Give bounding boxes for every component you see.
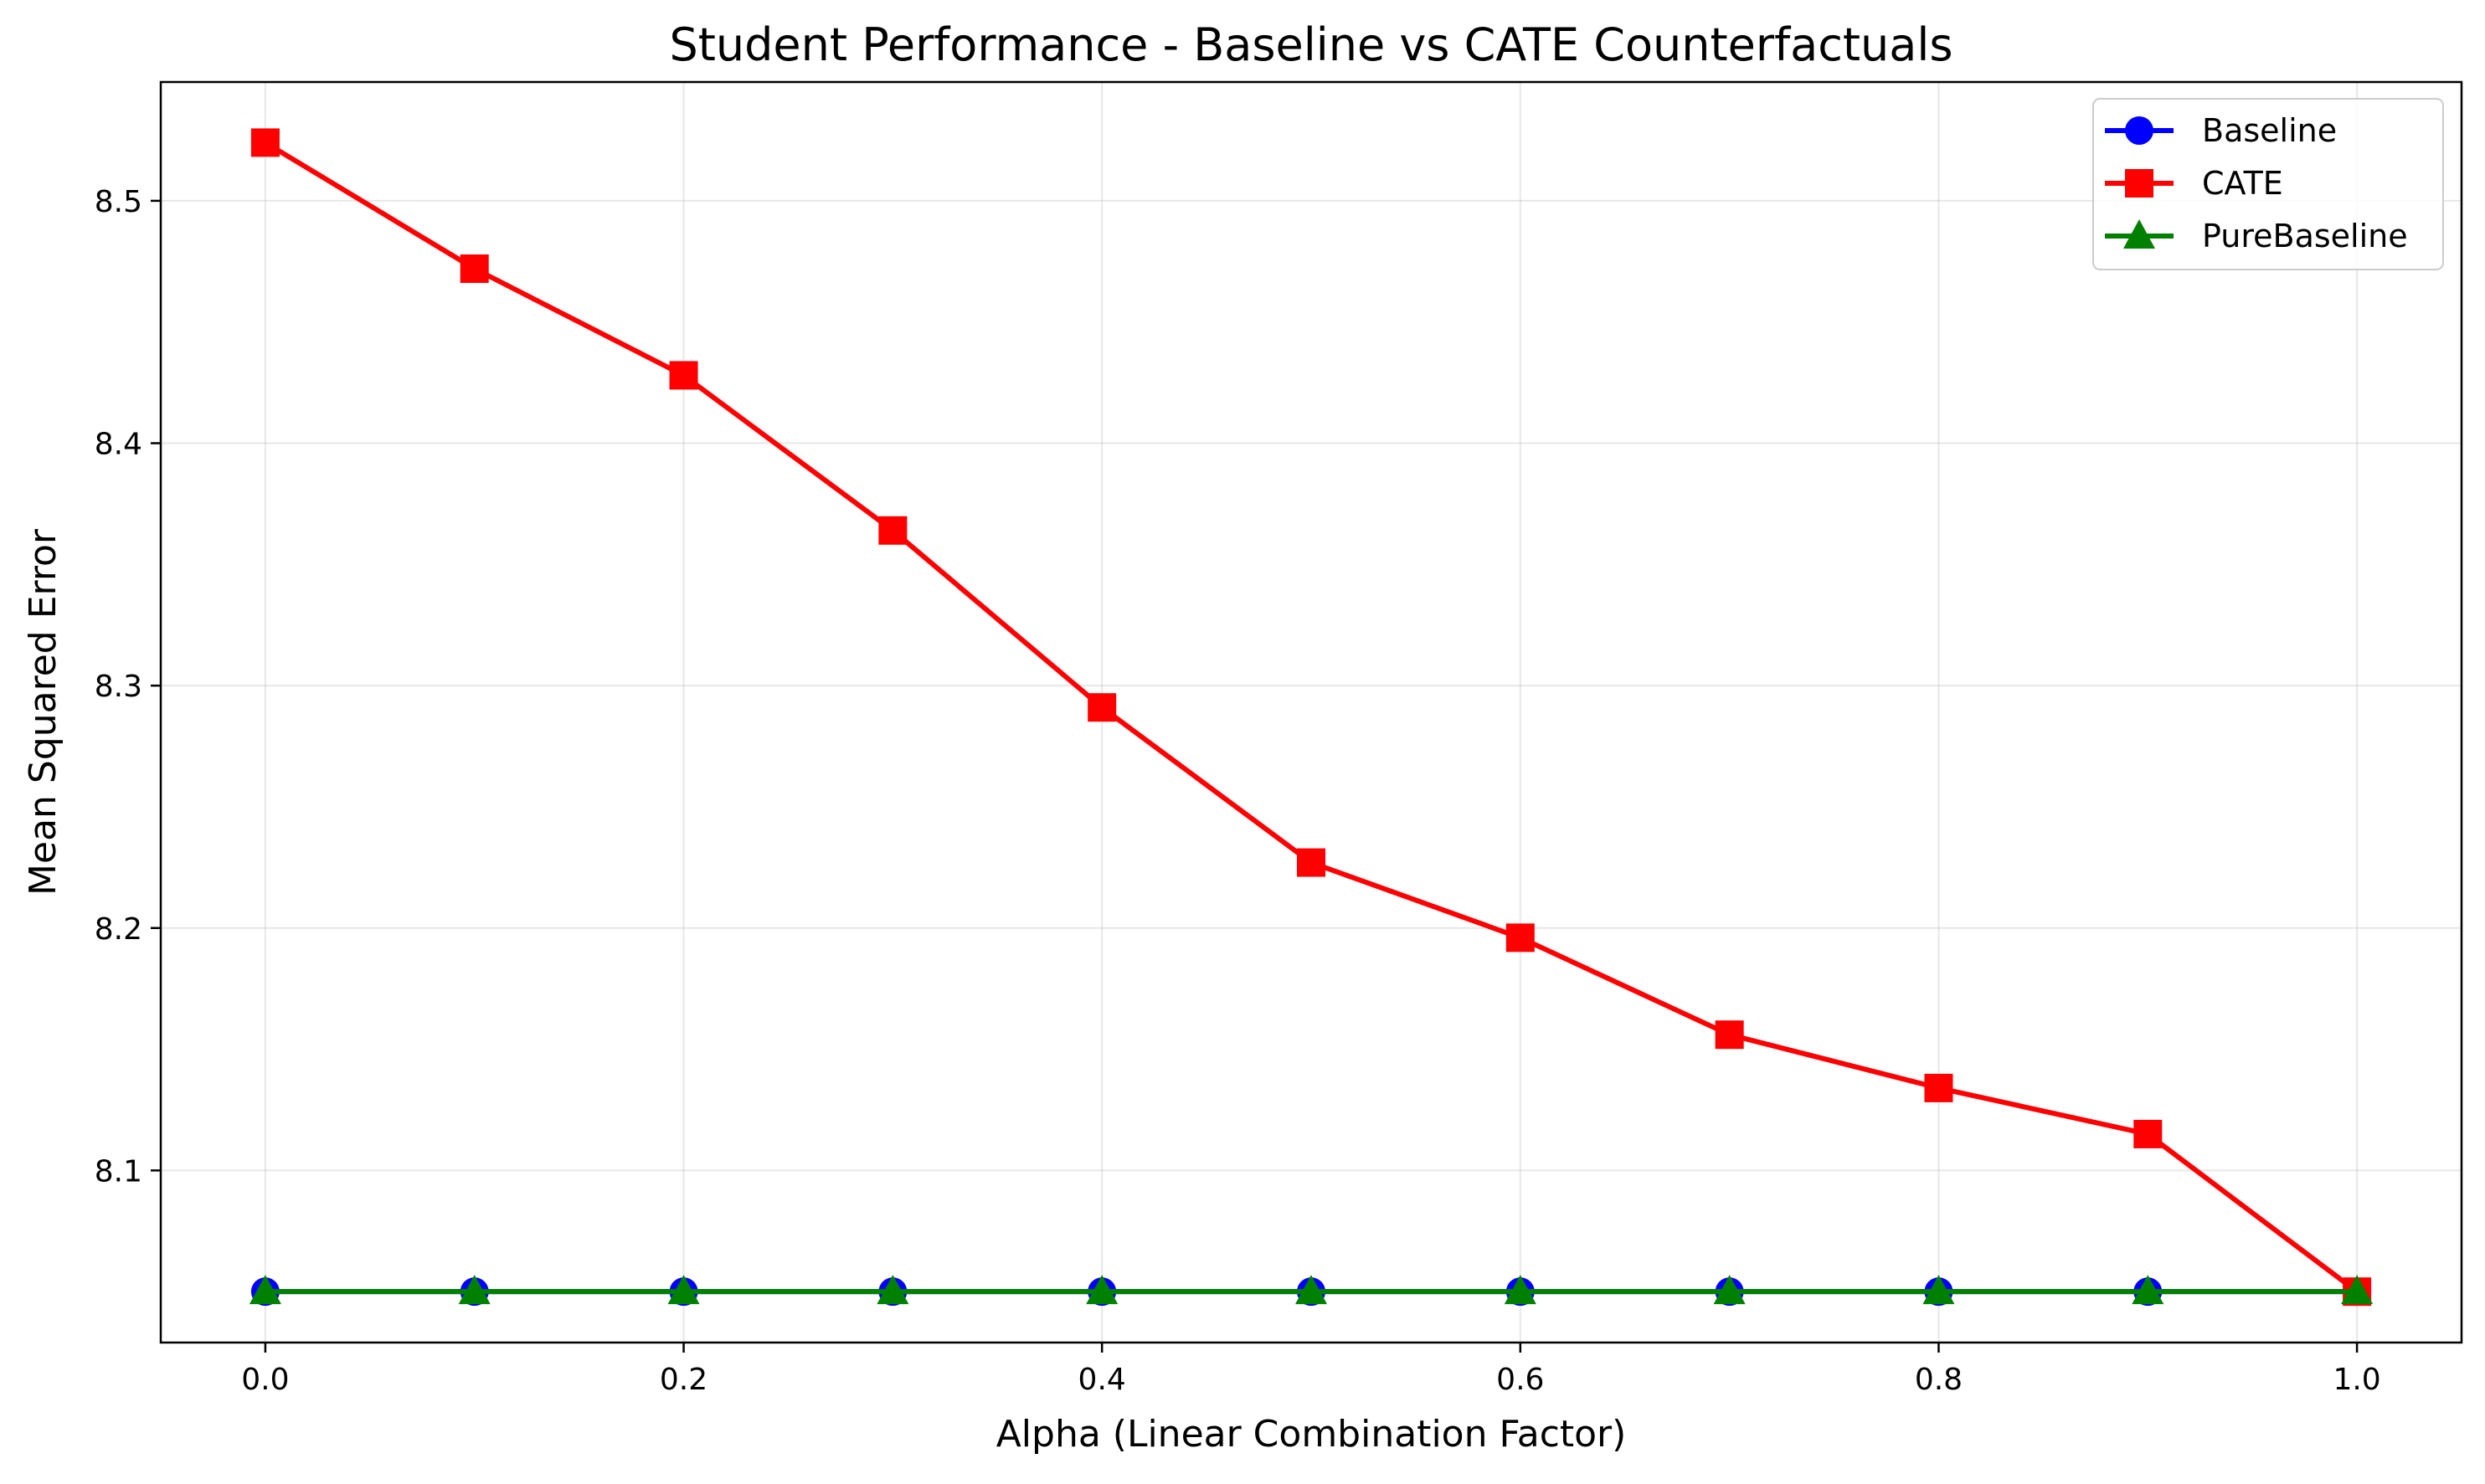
legend-label: Baseline: [2202, 112, 2337, 149]
y-tick-label: 8.5: [95, 185, 142, 219]
data-point-purebaseline: [2132, 1275, 2164, 1305]
data-point-purebaseline: [667, 1275, 700, 1305]
data-point-cate: [878, 516, 908, 545]
data-point-purebaseline: [877, 1275, 909, 1305]
data-point-purebaseline: [1922, 1275, 1955, 1305]
y-tick-label: 8.1: [95, 1154, 142, 1189]
legend-marker: [2125, 169, 2153, 198]
chart-title: Student Performance - Baseline vs CATE C…: [669, 18, 1952, 71]
data-point-cate: [1715, 1020, 1744, 1050]
legend-box: [2092, 98, 2444, 270]
x-tick-label: 0.8: [1915, 1363, 1963, 1397]
data-point-purebaseline: [1504, 1275, 1536, 1305]
data-point-purebaseline: [249, 1275, 281, 1305]
x-tick-label: 0.6: [1496, 1363, 1544, 1397]
legend-item-cate: CATE: [2105, 165, 2283, 202]
data-point-cate: [1088, 693, 1117, 722]
legend-item-purebaseline: PureBaseline: [2105, 218, 2408, 254]
y-tick-label: 8.3: [95, 670, 142, 704]
legend-label: PureBaseline: [2202, 218, 2408, 254]
series-layer: [249, 128, 2374, 1307]
series-cate: [250, 128, 2372, 1307]
x-tick-label: 0.0: [241, 1363, 289, 1397]
data-point-purebaseline: [1295, 1275, 1327, 1305]
legend-item-baseline: Baseline: [2105, 112, 2337, 149]
data-point-cate: [1505, 923, 1535, 953]
data-point-cate: [2133, 1119, 2163, 1148]
x-tick-label: 0.2: [660, 1363, 707, 1397]
x-tick-label: 0.4: [1078, 1363, 1126, 1397]
legend-marker: [2123, 219, 2155, 249]
y-tick-label: 8.4: [95, 428, 142, 462]
data-point-purebaseline: [2341, 1275, 2374, 1305]
plot-frame: [159, 80, 2463, 1344]
data-point-purebaseline: [1713, 1275, 1746, 1305]
data-point-purebaseline: [458, 1275, 491, 1305]
data-point-cate: [1924, 1073, 1953, 1102]
data-point-cate: [250, 128, 280, 157]
y-axis-label: Mean Squared Error: [22, 528, 64, 896]
legend-label: CATE: [2202, 165, 2283, 202]
data-point-purebaseline: [1086, 1275, 1119, 1305]
series-purebaseline: [249, 1275, 2374, 1305]
y-tick-label: 8.2: [95, 912, 142, 947]
axis-ticks: 0.0 0.2 0.4 0.6 0.8 1.0 8.1 8.2 8.3 8.4 8.5: [95, 185, 2381, 1397]
data-point-cate: [1297, 848, 1325, 877]
legend-marker: [2125, 116, 2153, 145]
data-point-cate: [669, 361, 698, 390]
legend: Baseline CATE PureBaseline: [2092, 98, 2444, 270]
x-axis-label: Alpha (Linear Combination Factor): [996, 1413, 1627, 1456]
data-point-cate: [460, 254, 489, 284]
x-tick-label: 1.0: [2333, 1363, 2380, 1397]
